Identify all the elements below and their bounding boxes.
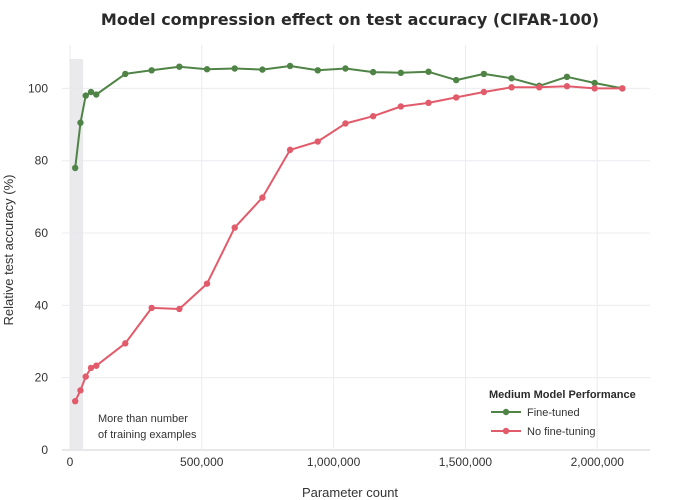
data-point-fine-tuned [77, 119, 84, 126]
x-tick-label: 0 [67, 455, 74, 469]
data-point-no-fine-tuning [77, 387, 84, 394]
annotation-line-2: of training examples [98, 429, 197, 441]
y-tick-label: 0 [41, 443, 48, 457]
data-point-no-fine-tuning [508, 84, 515, 91]
data-point-fine-tuned [122, 70, 129, 78]
data-point-no-fine-tuning [397, 103, 405, 110]
series-group [71, 62, 626, 405]
data-point-no-fine-tuning [536, 84, 543, 91]
data-point-fine-tuned [425, 68, 432, 75]
data-point-fine-tuned [286, 62, 294, 70]
data-point-no-fine-tuning [591, 85, 598, 92]
data-point-no-fine-tuning [87, 364, 95, 372]
x-tick-label: 2,000,000 [571, 455, 625, 469]
data-point-no-fine-tuning [203, 280, 211, 287]
annotation-line-1: More than number [98, 413, 188, 425]
data-point-no-fine-tuning [480, 88, 488, 96]
data-point-no-fine-tuning [231, 224, 238, 231]
data-point-no-fine-tuning [563, 83, 571, 90]
data-point-fine-tuned [259, 66, 266, 73]
y-tick-label: 40 [35, 298, 49, 312]
data-point-fine-tuned [369, 68, 377, 76]
data-point-fine-tuned [397, 69, 405, 77]
y-tick-label: 100 [28, 81, 48, 95]
legend-swatch-marker [502, 408, 510, 416]
data-point-no-fine-tuning [176, 305, 183, 313]
data-point-no-fine-tuning [425, 99, 432, 107]
data-point-fine-tuned [231, 65, 238, 72]
data-point-fine-tuned [508, 75, 515, 82]
series-no-fine-tuning [71, 83, 626, 405]
data-point-no-fine-tuning [93, 362, 100, 369]
legend-item-fine-tuned: Fine-tuned [491, 407, 580, 419]
data-point-fine-tuned [203, 66, 211, 73]
y-axis-ticks: 0 20 40 60 80 100 [28, 81, 48, 457]
data-point-fine-tuned [93, 91, 100, 98]
legend: Medium Model Performance Fine-tuned No f… [489, 389, 636, 438]
shaded-region [69, 59, 84, 450]
data-point-no-fine-tuning [619, 85, 626, 92]
data-point-fine-tuned [342, 65, 349, 72]
legend-item-no-fine-tuning: No fine-tuning [491, 426, 596, 438]
data-point-no-fine-tuning [342, 120, 349, 127]
series-line-no-fine-tuning [74, 85, 623, 402]
data-point-fine-tuned [71, 164, 79, 172]
data-point-fine-tuned [452, 76, 460, 84]
data-point-fine-tuned [82, 92, 89, 99]
data-point-no-fine-tuning [148, 304, 155, 312]
data-point-fine-tuned [563, 73, 571, 81]
data-point-fine-tuned [87, 88, 95, 96]
data-point-no-fine-tuning [452, 94, 460, 101]
series-line-fine-tuned [74, 65, 623, 169]
data-point-fine-tuned [176, 63, 183, 70]
legend-label-no-fine-tuning: No fine-tuning [527, 426, 596, 438]
y-tick-label: 80 [35, 154, 49, 168]
data-point-no-fine-tuning [122, 340, 129, 347]
annotation: More than number of training examples [98, 413, 197, 441]
y-tick-label: 20 [35, 371, 49, 385]
x-tick-label: 1,500,000 [439, 455, 493, 469]
data-point-fine-tuned [480, 70, 488, 78]
data-point-no-fine-tuning [259, 194, 266, 201]
data-point-no-fine-tuning [286, 146, 294, 154]
legend-swatch-marker [502, 427, 510, 435]
chart-title: Model compression effect on test accurac… [101, 10, 599, 29]
data-point-no-fine-tuning [369, 113, 377, 120]
x-tick-label: 1,000,000 [307, 455, 361, 469]
grid [62, 45, 650, 451]
legend-title: Medium Model Performance [489, 389, 636, 401]
x-axis-title: Parameter count [302, 485, 398, 500]
series-fine-tuned [71, 62, 626, 172]
y-tick-label: 60 [35, 226, 49, 240]
y-axis-title: Relative test accuracy (%) [1, 175, 16, 326]
legend-label-fine-tuned: Fine-tuned [527, 407, 580, 419]
data-point-no-fine-tuning [71, 397, 79, 405]
x-axis-ticks: 0 500,000 1,000,000 1,500,000 2,000,000 [67, 455, 625, 469]
data-point-no-fine-tuning [314, 138, 321, 145]
data-point-fine-tuned [591, 79, 598, 87]
data-point-fine-tuned [148, 67, 155, 74]
data-point-no-fine-tuning [82, 373, 89, 380]
data-point-fine-tuned [314, 67, 321, 74]
x-tick-label: 500,000 [180, 455, 224, 469]
